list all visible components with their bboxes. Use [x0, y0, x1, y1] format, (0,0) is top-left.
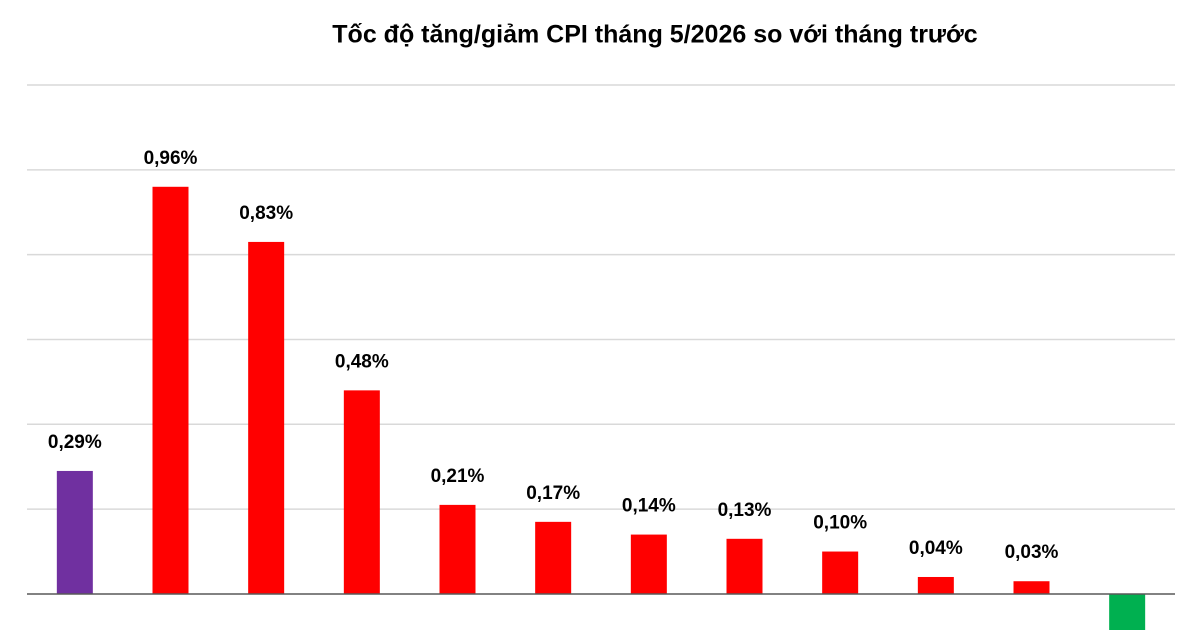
- value-label: 0,83%: [239, 203, 293, 224]
- bar: [535, 521, 572, 594]
- bar: [1109, 593, 1146, 630]
- bar: [248, 241, 285, 594]
- bar: [439, 504, 476, 594]
- bar: [630, 534, 667, 594]
- grid: [27, 84, 1175, 510]
- bar: [56, 470, 93, 594]
- value-label: 0,14%: [622, 496, 676, 517]
- bar: [152, 186, 189, 594]
- value-label: 0,13%: [718, 500, 772, 521]
- bars: 0,29% 0,96% 0,83% 0,48% 0,21% 0,17% 0,14% 0,13%…: [48, 148, 1146, 630]
- chart-title: Tốc độ tăng/giảm CPI tháng 5/2026 so với…: [332, 21, 978, 49]
- value-label: 0,17%: [526, 483, 580, 504]
- value-label: 0,21%: [431, 466, 485, 487]
- value-label: 0,29%: [48, 432, 102, 453]
- value-label: 0,04%: [909, 538, 963, 559]
- bar: [1013, 581, 1050, 594]
- value-label: 0,48%: [335, 351, 389, 372]
- bar: [726, 538, 763, 594]
- value-label: 0,10%: [813, 513, 867, 534]
- bar: [917, 576, 954, 594]
- bar: [343, 390, 380, 594]
- value-label: 0,96%: [144, 148, 198, 169]
- bar: [822, 551, 859, 594]
- value-label: 0,03%: [1005, 542, 1059, 563]
